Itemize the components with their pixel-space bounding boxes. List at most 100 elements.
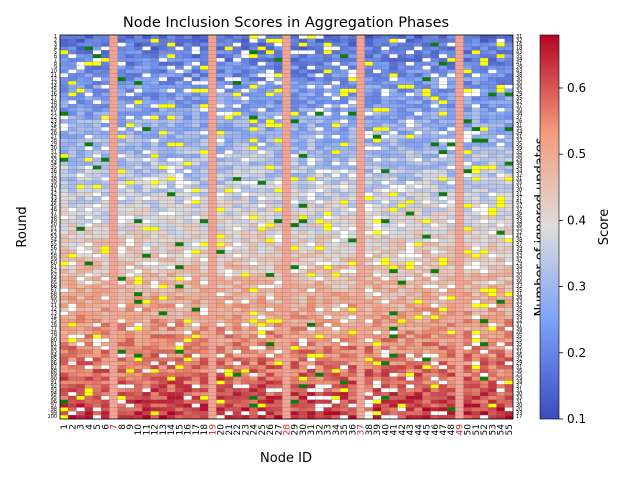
- heatmap-cell: [150, 61, 159, 66]
- heatmap-cell: [479, 211, 489, 216]
- heatmap-cell: [158, 376, 168, 381]
- heatmap-cell: [422, 54, 431, 59]
- heatmap-cell: [496, 50, 505, 55]
- heatmap-cell: [249, 200, 258, 205]
- heatmap-cell: [504, 326, 514, 331]
- heatmap-cell: [68, 234, 77, 239]
- heatmap-cell: [496, 273, 505, 277]
- heatmap-cell: [405, 146, 415, 151]
- heatmap-cell: [191, 284, 201, 289]
- heatmap-cell: [397, 226, 407, 231]
- heatmap-cell: [447, 130, 456, 135]
- heatmap-cell: [471, 173, 481, 178]
- heatmap-cell: [175, 50, 184, 55]
- heatmap-cell: [348, 38, 357, 43]
- heatmap-cell: [307, 69, 316, 74]
- heatmap-cell: [455, 88, 464, 93]
- heatmap-cell: [504, 42, 514, 47]
- heatmap-cell: [76, 226, 85, 231]
- heatmap-cell: [364, 365, 374, 370]
- heatmap-cell: [463, 361, 472, 366]
- heatmap-cell: [471, 153, 481, 158]
- heatmap-cell: [290, 322, 299, 327]
- heatmap-cell: [109, 177, 118, 181]
- heatmap-cell: [265, 345, 275, 350]
- heatmap-cell: [101, 226, 110, 231]
- heatmap-cell: [208, 130, 217, 135]
- heatmap-cell: [414, 303, 423, 308]
- heatmap-cell: [224, 330, 234, 335]
- heatmap-cell: [430, 372, 439, 377]
- heatmap-cell: [331, 169, 341, 174]
- heatmap-cell: [438, 242, 448, 247]
- heatmap-cell: [134, 326, 143, 331]
- heatmap-cell: [257, 253, 266, 258]
- heatmap-cell: [109, 361, 118, 366]
- heatmap-cell: [488, 50, 497, 55]
- heatmap-cell: [298, 315, 308, 320]
- heatmap-cell: [199, 138, 209, 143]
- heatmap-cell: [414, 265, 423, 270]
- heatmap-cell: [307, 123, 316, 128]
- heatmap-cell: [405, 261, 415, 266]
- heatmap-cell: [265, 315, 275, 320]
- heatmap-cell: [117, 107, 126, 112]
- heatmap-cell: [175, 57, 184, 62]
- heatmap-cell: [414, 319, 423, 324]
- heatmap-cell: [216, 219, 225, 224]
- heatmap-cell: [249, 288, 258, 293]
- heatmap-cell: [274, 42, 283, 47]
- heatmap-cell: [438, 365, 448, 370]
- heatmap-cell: [84, 165, 94, 170]
- heatmap-cell: [150, 92, 159, 97]
- heatmap-cell: [158, 192, 168, 197]
- heatmap-cell: [298, 322, 308, 327]
- heatmap-cell: [315, 376, 324, 381]
- heatmap-cell: [134, 57, 143, 62]
- heatmap-cell: [364, 299, 374, 304]
- heatmap-cell: [496, 127, 505, 132]
- heatmap-cell: [68, 353, 77, 358]
- heatmap-cell: [150, 161, 159, 166]
- heatmap-cell: [232, 349, 242, 354]
- heatmap-cell: [166, 165, 176, 170]
- heatmap-cell: [68, 142, 77, 147]
- heatmap-cell: [84, 288, 94, 293]
- heatmap-cell: [224, 365, 234, 370]
- heatmap-cell: [76, 380, 85, 385]
- heatmap-cell: [166, 104, 176, 109]
- heatmap-cell: [134, 380, 143, 385]
- heatmap-cell: [68, 238, 77, 243]
- heatmap-cell: [397, 234, 407, 239]
- heatmap-cell: [504, 77, 514, 82]
- heatmap-cell: [76, 311, 85, 316]
- heatmap-cell: [249, 65, 258, 70]
- heatmap-cell: [372, 96, 382, 101]
- heatmap-cell: [323, 69, 332, 74]
- heatmap-cell: [183, 184, 192, 189]
- heatmap-cell: [175, 296, 184, 301]
- heatmap-cell: [265, 349, 275, 354]
- heatmap-cell: [463, 265, 472, 270]
- heatmap-cell: [381, 296, 390, 301]
- heatmap-cell: [199, 276, 209, 281]
- heatmap-cell: [274, 226, 283, 231]
- heatmap-cell: [84, 342, 94, 347]
- heatmap-cell: [76, 38, 85, 43]
- heatmap-cell: [84, 84, 94, 89]
- heatmap-cell: [381, 330, 390, 335]
- heatmap-cell: [397, 361, 407, 366]
- heatmap-cell: [166, 77, 176, 82]
- heatmap-cell: [471, 315, 481, 320]
- heatmap-cell: [455, 165, 464, 170]
- heatmap-cell: [282, 61, 291, 66]
- heatmap-cell: [68, 157, 77, 162]
- heatmap-cell: [183, 315, 192, 320]
- heatmap-cell: [496, 150, 505, 155]
- heatmap-cell: [323, 246, 332, 251]
- heatmap-cell: [274, 276, 283, 281]
- heatmap-cell: [142, 100, 151, 105]
- heatmap-cell: [290, 104, 299, 109]
- heatmap-cell: [430, 380, 439, 385]
- heatmap-cell: [372, 330, 382, 335]
